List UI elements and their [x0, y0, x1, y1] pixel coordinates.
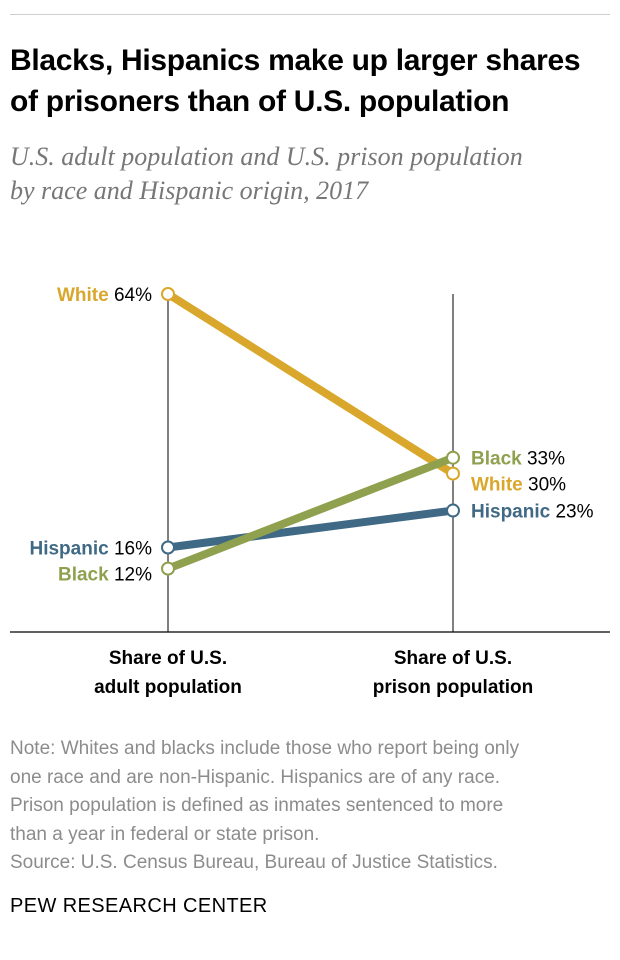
data-label-hispanic-1: Hispanic 16%	[29, 539, 152, 560]
note-line-3: Prison population is defined as inmates …	[10, 795, 504, 816]
series-name: Hispanic	[471, 502, 551, 523]
series-line-white	[165, 290, 456, 477]
source-line: Source: U.S. Census Bureau, Bureau of Ju…	[10, 852, 498, 873]
series-name: Black	[471, 449, 522, 470]
series-line-black	[166, 453, 455, 573]
subtitle-line-1: U.S. adult population and U.S. prison po…	[10, 142, 523, 171]
note-line-1: Note: Whites and blacks include those wh…	[10, 738, 520, 759]
notes: Note: Whites and blacks include those wh…	[10, 735, 615, 878]
point-white-2	[446, 466, 460, 481]
data-label-black-1: Black 12%	[58, 565, 152, 586]
category-label-1-line-2: adult population	[94, 677, 242, 698]
value-text: 64%	[109, 285, 152, 306]
data-label-hispanic-2: Hispanic 23%	[471, 502, 594, 523]
value-text: 33%	[522, 449, 565, 470]
point-black-1	[161, 561, 175, 576]
chart-subtitle: U.S. adult population and U.S. prison po…	[10, 140, 615, 208]
chart-title: Blacks, Hispanics make up larger shares …	[10, 40, 615, 122]
data-label-black-2: Black 33%	[471, 449, 565, 470]
series-line-hispanic	[167, 506, 454, 552]
value-text: 12%	[109, 565, 152, 586]
series-name: White	[471, 475, 523, 496]
category-label-1-line-1: Share of U.S.	[109, 648, 227, 669]
subtitle-line-2: by race and Hispanic origin, 2017	[10, 176, 369, 205]
value-text: 16%	[109, 539, 152, 560]
title-line-1: Blacks, Hispanics make up larger shares	[10, 44, 581, 77]
note-line-2: one race and are non-Hispanic. Hispanics…	[10, 766, 501, 788]
note-line-4: than a year in federal or state prison.	[10, 823, 320, 845]
series-name: Hispanic	[29, 539, 109, 560]
value-text: 30%	[523, 475, 566, 496]
point-hispanic-2	[446, 503, 460, 518]
category-label-2-line-1: Share of U.S.	[394, 648, 512, 669]
top-rule	[10, 14, 610, 15]
data-label-white-2: White 30%	[471, 475, 566, 496]
series-name: White	[57, 285, 109, 306]
title-line-2: of prisoners than of U.S. population	[10, 85, 510, 118]
point-white-1	[161, 287, 175, 301]
point-hispanic-1	[161, 540, 175, 555]
value-text: 23%	[550, 502, 593, 523]
category-label-2-line-2: prison population	[373, 677, 533, 698]
point-black-2	[446, 450, 460, 465]
data-label-white-1: White 64%	[57, 285, 152, 306]
organization-label: PEW RESEARCH CENTER	[10, 895, 268, 917]
series-name: Black	[58, 565, 109, 586]
